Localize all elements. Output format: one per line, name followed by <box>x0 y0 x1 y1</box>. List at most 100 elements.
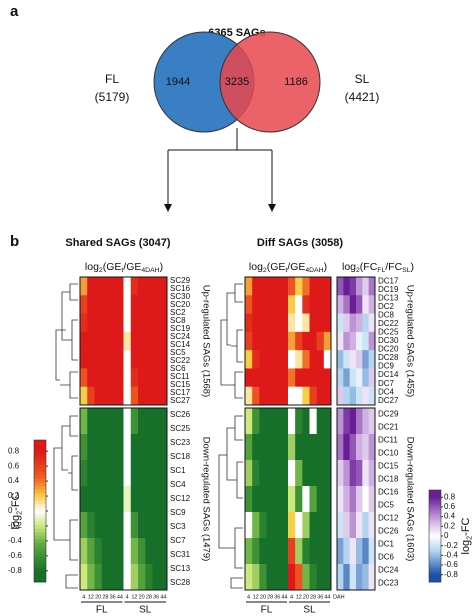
heatmap-cell <box>302 386 310 406</box>
heatmap-cell <box>259 295 267 314</box>
heatmap-cell <box>309 434 317 461</box>
heatmap-cell <box>87 564 95 591</box>
heatmap-cell <box>309 512 317 539</box>
row-label: SC26 <box>170 410 191 419</box>
row-label: SC17 <box>170 388 191 397</box>
heatmap-cell <box>288 512 296 539</box>
heatmap-cell <box>116 408 124 435</box>
heatmap-cell <box>309 564 317 591</box>
group-title: Diff SAGs (3058) <box>257 237 344 249</box>
heatmap-cell <box>302 564 310 591</box>
day-tick-label: 20 <box>95 594 101 600</box>
row-label: DC6 <box>378 553 395 562</box>
row-label: SC23 <box>170 438 191 447</box>
colorbar-step <box>34 553 46 558</box>
scale-title: log2-FC <box>460 517 473 554</box>
heatmap-cell <box>152 295 161 314</box>
heatmap-cell <box>152 350 161 369</box>
colorbar-step <box>34 503 46 508</box>
heatmap-cell <box>123 538 132 565</box>
colorbar-step <box>34 550 46 554</box>
row-label: SC25 <box>170 424 191 433</box>
colorbar-step <box>34 507 46 512</box>
colorbar-step <box>34 511 46 515</box>
heatmap-cell <box>295 277 303 296</box>
heatmap-cell <box>288 295 296 314</box>
heatmap-cell <box>349 538 357 565</box>
heatmap-cell <box>138 277 146 296</box>
heatmap-cell <box>280 512 289 539</box>
heatmap-cell <box>245 512 253 539</box>
heatmap-cell <box>138 331 146 351</box>
heatmap-cell <box>337 434 344 461</box>
heatmap-cell <box>109 295 117 314</box>
heatmap-cell <box>245 486 253 513</box>
heatmap-cell <box>368 277 376 296</box>
heatmap-cell <box>130 313 139 333</box>
heatmap-cell <box>368 386 376 406</box>
heatmap-cell <box>123 313 132 333</box>
heatmap-cell <box>80 538 88 565</box>
heatmap-cell <box>116 512 124 539</box>
heatmap-cell <box>101 368 110 388</box>
heatmap-cell <box>280 386 289 406</box>
colorbar-tick-label: 0 <box>8 506 13 515</box>
heatmap-cell <box>130 350 139 369</box>
heatmap-cell <box>109 512 117 539</box>
heatmap-cell <box>368 512 376 539</box>
heatmap-cell <box>159 564 168 591</box>
heatmap-cell <box>80 408 88 435</box>
heatmap-cell <box>252 350 260 369</box>
heatmap-cell <box>152 434 161 461</box>
heatmap-cell <box>159 350 168 369</box>
heatmap-cell <box>123 277 132 296</box>
group-label: FL <box>96 605 108 616</box>
heatmap-cell <box>259 350 267 369</box>
colorbar-step <box>429 561 441 564</box>
colorbar-tick-label: 0.6 <box>8 461 20 470</box>
heatmap-cell <box>252 368 260 388</box>
heatmap-cell <box>266 408 274 435</box>
heatmap-cell <box>116 386 124 406</box>
heatmap-cell <box>138 512 146 539</box>
row-label: SC19 <box>170 324 191 333</box>
scale-title: log2(GEt/GE4DAH) <box>249 261 327 274</box>
heatmap-cell <box>80 564 88 591</box>
row-label: DC2 <box>378 302 395 311</box>
heatmap-cell <box>152 386 161 406</box>
heatmap-cell <box>368 350 376 369</box>
colorbar-step <box>34 532 46 537</box>
heatmap-cell <box>343 408 350 435</box>
heatmap-cell <box>280 408 289 435</box>
heatmap-cell <box>323 386 332 406</box>
heatmap-cell <box>295 313 303 333</box>
heatmap-cell <box>87 313 95 333</box>
heatmap-cell <box>266 564 274 591</box>
row-label: DC10 <box>378 449 399 458</box>
heatmap-cell <box>280 277 289 296</box>
heatmap-cell <box>252 313 260 333</box>
text-part: (FC <box>360 261 378 273</box>
colorbar-step <box>429 494 441 498</box>
heatmap-cell <box>94 368 103 388</box>
heatmap-cell <box>259 313 267 333</box>
heatmap-frame <box>79 407 168 591</box>
text-part: /FC <box>385 261 402 273</box>
heatmap-cell <box>116 277 124 296</box>
venn-circle-sl <box>219 31 321 133</box>
heatmap-cell <box>116 350 124 369</box>
heatmap-cell <box>362 512 369 539</box>
colorbar-step <box>429 526 441 530</box>
colorbar-step <box>429 549 441 553</box>
colorbar-step <box>34 518 46 523</box>
heatmap-cell <box>288 313 296 333</box>
heatmap-cell <box>266 331 274 351</box>
heatmap-cell <box>323 368 332 388</box>
colorbar-step <box>34 542 46 547</box>
heatmap-cell <box>245 277 253 296</box>
heatmap-cell <box>309 460 317 487</box>
row-label: DC19 <box>378 285 399 294</box>
heatmap-cell <box>295 295 303 314</box>
heatmap-cell <box>273 368 282 388</box>
heatmap-cell <box>259 386 267 406</box>
